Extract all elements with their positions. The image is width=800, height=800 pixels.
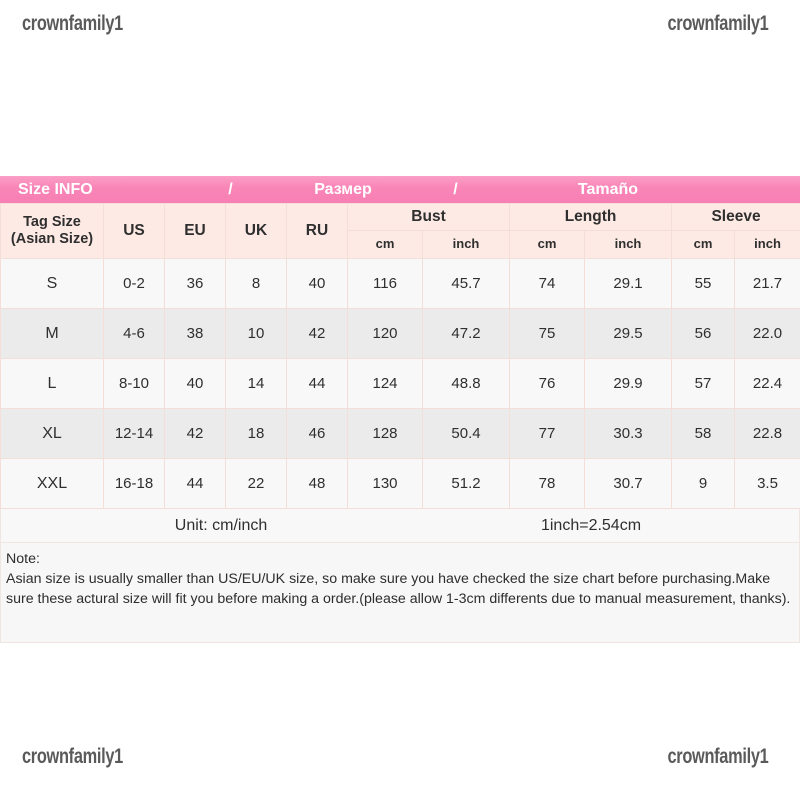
table-body: S 0-2 36 8 40 116 45.7 74 29.1 55 21.7 M 4-6 38 10 42 12…: [0, 258, 800, 509]
table-cell: 78: [509, 458, 586, 509]
table-cell: 42: [164, 408, 226, 459]
banner-label-ru: Размер: [314, 180, 372, 198]
table-cell: 51.2: [421, 458, 511, 509]
watermark-bottom-left: crownfamily1: [22, 745, 123, 768]
table-cell: 116: [347, 258, 423, 309]
table-row: S 0-2 36 8 40 116 45.7 74 29.1 55 21.7: [0, 258, 800, 309]
banner-separator-2: /: [453, 180, 458, 198]
header-eu: EU: [164, 203, 226, 259]
table-cell: 16-18: [103, 458, 165, 509]
unit-conversion: 1inch=2.54cm: [540, 516, 642, 534]
table-cell: 56: [671, 308, 736, 359]
table-cell: 12-14: [103, 408, 165, 459]
header-uk: UK: [225, 203, 287, 259]
header-length: Length: [509, 203, 673, 231]
table-cell: 76: [509, 358, 586, 409]
table-cell: 40: [164, 358, 226, 409]
banner-separator-1: /: [228, 180, 233, 198]
banner-label-es: Tamaño: [577, 180, 639, 198]
table-cell: 0-2: [103, 258, 165, 309]
watermark-bottom-right: crownfamily1: [667, 745, 768, 768]
header-ru: RU: [286, 203, 348, 259]
watermark-top-right: crownfamily1: [667, 12, 768, 35]
table-cell: 22.8: [734, 408, 800, 459]
note-heading: Note:: [6, 551, 40, 567]
watermark-top-left: crownfamily1: [22, 12, 123, 35]
table-cell: 3.5: [734, 458, 800, 509]
table-cell: 44: [164, 458, 226, 509]
note-block: Note: Asian size is usually smaller than…: [0, 543, 800, 643]
header-bust-inch: inch: [421, 230, 511, 259]
header-tag-size: Tag Size (Asian Size): [0, 203, 104, 259]
table-cell: 57: [671, 358, 736, 409]
table-cell: 14: [225, 358, 287, 409]
table-cell: 9: [671, 458, 736, 509]
size-chart: Size INFO / Размер / Tamaño Tag Size (As…: [0, 176, 800, 643]
table-cell: 120: [347, 308, 423, 359]
table-cell: 50.4: [421, 408, 511, 459]
table-cell: 55: [671, 258, 736, 309]
table-cell: 46: [286, 408, 348, 459]
table-cell: 44: [286, 358, 348, 409]
size-table: Tag Size (Asian Size) US EU UK RU Bust L…: [0, 203, 800, 509]
table-row: M 4-6 38 10 42 120 47.2 75 29.5 56 22.0: [0, 308, 800, 359]
table-cell: 8: [225, 258, 287, 309]
unit-label: Unit: cm/inch: [174, 516, 268, 534]
header-tag-size-line1: Tag Size: [23, 213, 81, 230]
table-cell: 29.5: [584, 308, 673, 359]
header-sleeve-inch: inch: [734, 230, 800, 259]
table-cell: 42: [286, 308, 348, 359]
cell-tag-size: S: [0, 258, 104, 309]
table-cell: 36: [164, 258, 226, 309]
cell-tag-size: XXL: [0, 458, 104, 509]
header-bust: Bust: [346, 203, 511, 231]
table-cell: 29.1: [584, 258, 673, 309]
banner-label-en: Size INFO: [18, 180, 93, 198]
table-cell: 21.7: [734, 258, 800, 309]
table-cell: 77: [509, 408, 586, 459]
table-cell: 75: [509, 308, 586, 359]
table-cell: 58: [671, 408, 736, 459]
table-cell: 48.8: [421, 358, 511, 409]
table-cell: 40: [286, 258, 348, 309]
cell-tag-size: L: [0, 358, 104, 409]
table-cell: 128: [347, 408, 423, 459]
table-row: L 8-10 40 14 44 124 48.8 76 29.9 57 22.4: [0, 358, 800, 409]
header-row-groups: Tag Size (Asian Size) US EU UK RU Bust L…: [0, 203, 800, 259]
table-cell: 38: [164, 308, 226, 359]
table-cell: 22.0: [734, 308, 800, 359]
cell-tag-size: XL: [0, 408, 104, 459]
table-cell: 22.4: [734, 358, 800, 409]
header-length-cm: cm: [509, 230, 586, 259]
table-header: Tag Size (Asian Size) US EU UK RU Bust L…: [0, 203, 800, 259]
table-cell: 10: [225, 308, 287, 359]
table-row: XL 12-14 42 18 46 128 50.4 77 30.3 58 22.8: [0, 408, 800, 459]
table-cell: 18: [225, 408, 287, 459]
table-cell: 45.7: [421, 258, 511, 309]
header-tag-size-line2: (Asian Size): [10, 231, 94, 247]
table-cell: 130: [347, 458, 423, 509]
header-us: US: [103, 203, 165, 259]
table-cell: 22: [225, 458, 287, 509]
table-cell: 8-10: [103, 358, 165, 409]
header-row-units: cm inch cm inch cm inch: [1, 230, 800, 259]
table-cell: 4-6: [103, 308, 165, 359]
table-cell: 124: [347, 358, 423, 409]
table-cell: 48: [286, 458, 348, 509]
table-cell: 30.3: [584, 408, 673, 459]
cell-tag-size: M: [0, 308, 104, 359]
table-cell: 47.2: [421, 308, 511, 359]
table-cell: 29.9: [584, 358, 673, 409]
table-row: XXL 16-18 44 22 48 130 51.2 78 30.7 9 3.5: [0, 458, 800, 509]
header-sleeve: Sleeve: [671, 203, 800, 231]
size-info-banner: Size INFO / Размер / Tamaño: [0, 176, 800, 203]
table-cell: 74: [509, 258, 586, 309]
header-bust-cm: cm: [347, 230, 423, 259]
header-sleeve-cm: cm: [671, 230, 736, 259]
header-length-inch: inch: [584, 230, 673, 259]
table-cell: 30.7: [584, 458, 673, 509]
note-body: Asian size is usually smaller than US/EU…: [6, 571, 791, 608]
unit-row: Unit: cm/inch 1inch=2.54cm: [0, 509, 800, 543]
